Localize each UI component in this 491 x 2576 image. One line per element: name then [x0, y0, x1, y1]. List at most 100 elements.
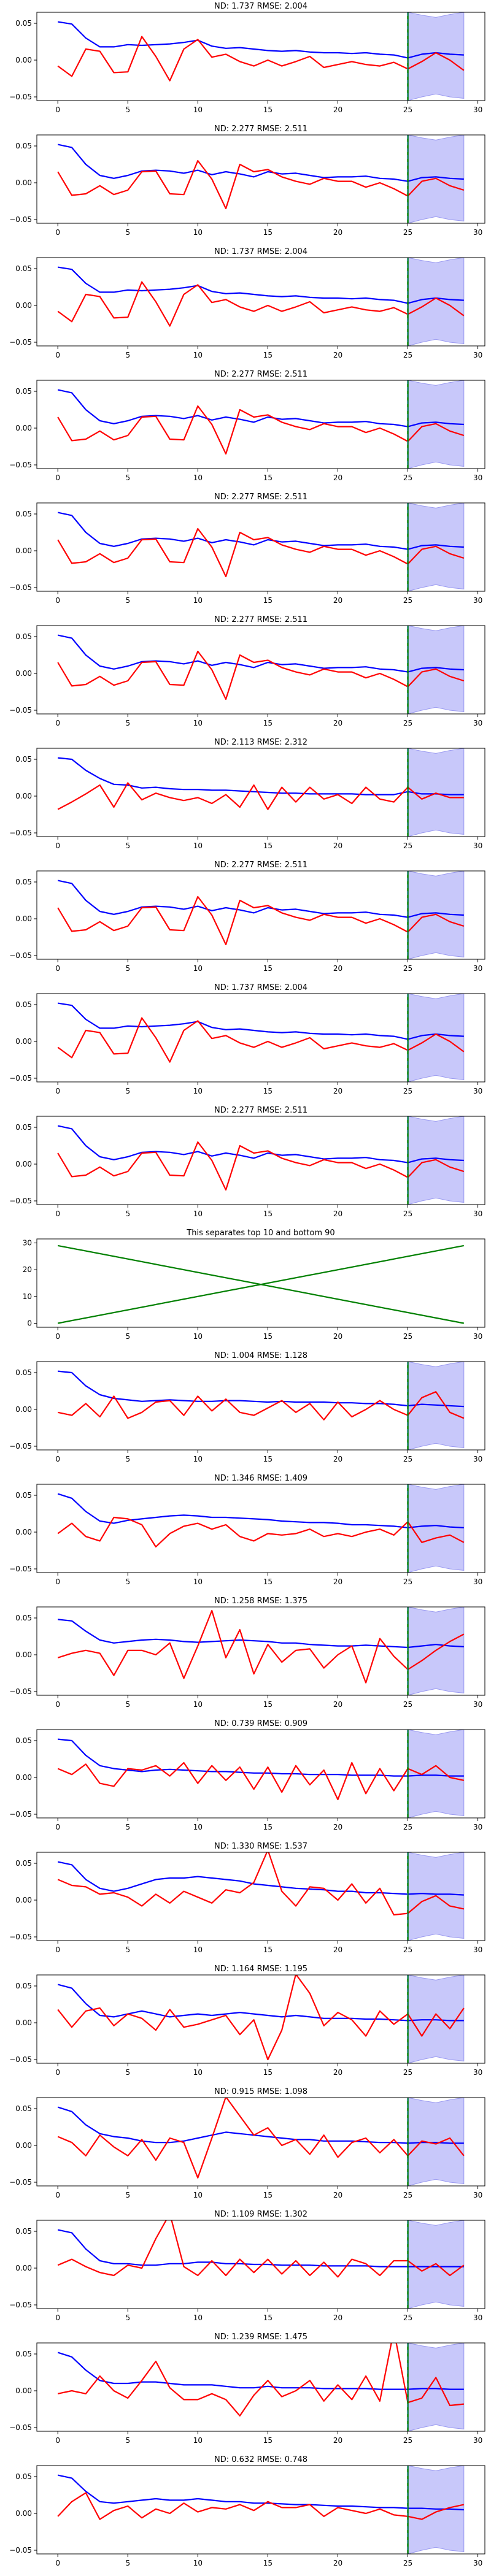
forecast-interval-band [408, 994, 465, 1082]
x-tick-label: 15 [263, 1455, 273, 1463]
x-tick-label: 25 [403, 105, 412, 114]
subplot-title: ND: 0.739 RMSE: 0.909 [214, 1719, 307, 1728]
x-tick-label: 5 [125, 2068, 130, 2077]
x-tick-label: 5 [125, 1209, 130, 1218]
x-tick-label: 15 [263, 1209, 273, 1218]
series-line-2 [57, 1244, 465, 1324]
series-line-1 [57, 1125, 464, 1163]
x-tick-label: 25 [403, 841, 412, 850]
subplot-title: ND: 1.258 RMSE: 1.375 [214, 1597, 307, 1606]
x-tick-label: 20 [333, 2068, 342, 2077]
x-tick-label: 5 [125, 2559, 130, 2567]
x-tick-label: 20 [333, 719, 342, 727]
plot-area [57, 1484, 465, 1573]
forecast-interval-band [408, 2343, 465, 2431]
series-line-2 [57, 1017, 465, 1063]
x-tick-label: 10 [193, 351, 203, 359]
y-tick-label: 0.05 [15, 264, 32, 273]
series-line-2 [57, 1975, 465, 2061]
subplot-16: ND: 1.330 RMSE: 1.537 0 5 10 15 20 25 30 −0.05 0.… [9, 1842, 485, 1954]
plot-area [57, 258, 465, 346]
x-tick-label: 0 [55, 1332, 60, 1341]
x-tick-label: 25 [403, 1577, 412, 1586]
series-line-1 [58, 21, 464, 59]
x-tick-label: 30 [473, 105, 482, 114]
x-tick-label: 25 [403, 1945, 412, 1954]
series-line-1 [57, 2106, 464, 2144]
y-tick-label: 0.05 [15, 2350, 32, 2358]
x-tick-label: 25 [403, 228, 412, 237]
x-tick-label: 30 [473, 2559, 482, 2567]
x-tick-label: 25 [403, 2559, 412, 2567]
subplot-title: ND: 2.113 RMSE: 2.312 [214, 738, 307, 747]
x-tick-label: 10 [193, 2559, 203, 2567]
y-tick-label: −0.05 [9, 93, 32, 101]
x-tick-label: 25 [403, 1332, 412, 1341]
x-tick-label: 10 [193, 105, 203, 114]
y-tick-label: 0.05 [15, 2472, 32, 2481]
x-tick-label: 5 [125, 105, 130, 114]
x-tick-label: 30 [473, 473, 482, 482]
axes-frame [36, 12, 485, 101]
subplot-12: ND: 1.004 RMSE: 1.128 0 5 10 15 20 25 30 −0.05 0.… [9, 1351, 485, 1463]
x-tick-label: 15 [263, 841, 273, 850]
x-tick-label: 5 [125, 473, 130, 482]
x-tick-label: 15 [263, 2313, 273, 2322]
x-tick-label: 5 [125, 2313, 130, 2322]
x-tick-label: 20 [333, 2191, 342, 2199]
y-tick-label: 0.05 [15, 142, 32, 150]
y-tick-label: 0.05 [15, 2104, 32, 2113]
y-tick-label: 0.00 [15, 301, 32, 310]
series-line-1 [57, 2352, 464, 2390]
series-line-2 [57, 36, 465, 82]
x-tick-label: 15 [263, 228, 273, 237]
x-tick-label: 30 [473, 1945, 482, 1954]
x-tick-label: 10 [193, 2191, 203, 2199]
x-tick-label: 25 [403, 351, 412, 359]
x-tick-label: 0 [55, 2313, 60, 2322]
axes-frame [36, 870, 485, 960]
x-tick-label: 30 [473, 2191, 482, 2199]
axes-frame [36, 993, 485, 1083]
forecast-interval-band [408, 1362, 465, 1450]
subplot-8: ND: 2.277 RMSE: 2.511 0 5 10 15 20 25 30 −0.05 0.… [9, 861, 485, 973]
x-tick-label: 0 [55, 1455, 60, 1463]
axes-frame [36, 1484, 485, 1573]
x-tick-label: 10 [193, 1577, 203, 1586]
x-tick-label: 20 [333, 351, 342, 359]
x-tick-label: 30 [473, 1087, 482, 1095]
subplot-title: ND: 1.164 RMSE: 1.195 [214, 1965, 307, 1974]
y-tick-label: 0.05 [15, 755, 32, 764]
x-tick-label: 25 [403, 2313, 412, 2322]
subplot-title: ND: 1.346 RMSE: 1.409 [214, 1474, 307, 1483]
forecast-interval-band [408, 2466, 465, 2554]
x-tick-label: 15 [263, 2436, 273, 2445]
y-tick-label: 0.00 [15, 56, 32, 64]
subplot-title: ND: 0.915 RMSE: 1.098 [214, 2087, 307, 2096]
subplot-5: ND: 2.277 RMSE: 2.511 0 5 10 15 20 25 30 −0.05 0.… [9, 493, 485, 605]
x-tick-label: 10 [193, 841, 203, 850]
subplot-19: ND: 1.109 RMSE: 1.302 0 5 10 15 20 25 30 −0.05 0.… [9, 2210, 485, 2322]
subplot-title: ND: 2.277 RMSE: 2.511 [214, 1106, 307, 1115]
x-tick-label: 25 [403, 2436, 412, 2445]
x-tick-label: 0 [55, 228, 60, 237]
x-tick-label: 10 [193, 2313, 203, 2322]
y-tick-label: 0.00 [15, 2141, 32, 2150]
axes-frame [36, 134, 485, 224]
plot-area [57, 2343, 465, 2431]
x-tick-label: 20 [333, 105, 342, 114]
y-tick-label: −0.05 [9, 215, 32, 224]
x-tick-label: 0 [55, 2559, 60, 2567]
forecast-interval-band [408, 12, 465, 101]
plot-area [57, 12, 465, 101]
y-tick-label: 0.00 [15, 178, 32, 187]
x-tick-label: 15 [263, 473, 273, 482]
x-tick-label: 10 [193, 719, 203, 727]
y-tick-label: −0.05 [9, 1074, 32, 1083]
x-tick-label: 0 [55, 1577, 60, 1586]
series-line-1 [58, 1002, 464, 1040]
y-tick-label: −0.05 [9, 1442, 32, 1451]
y-tick-label: −0.05 [9, 583, 32, 592]
x-tick-label: 5 [125, 1577, 130, 1586]
